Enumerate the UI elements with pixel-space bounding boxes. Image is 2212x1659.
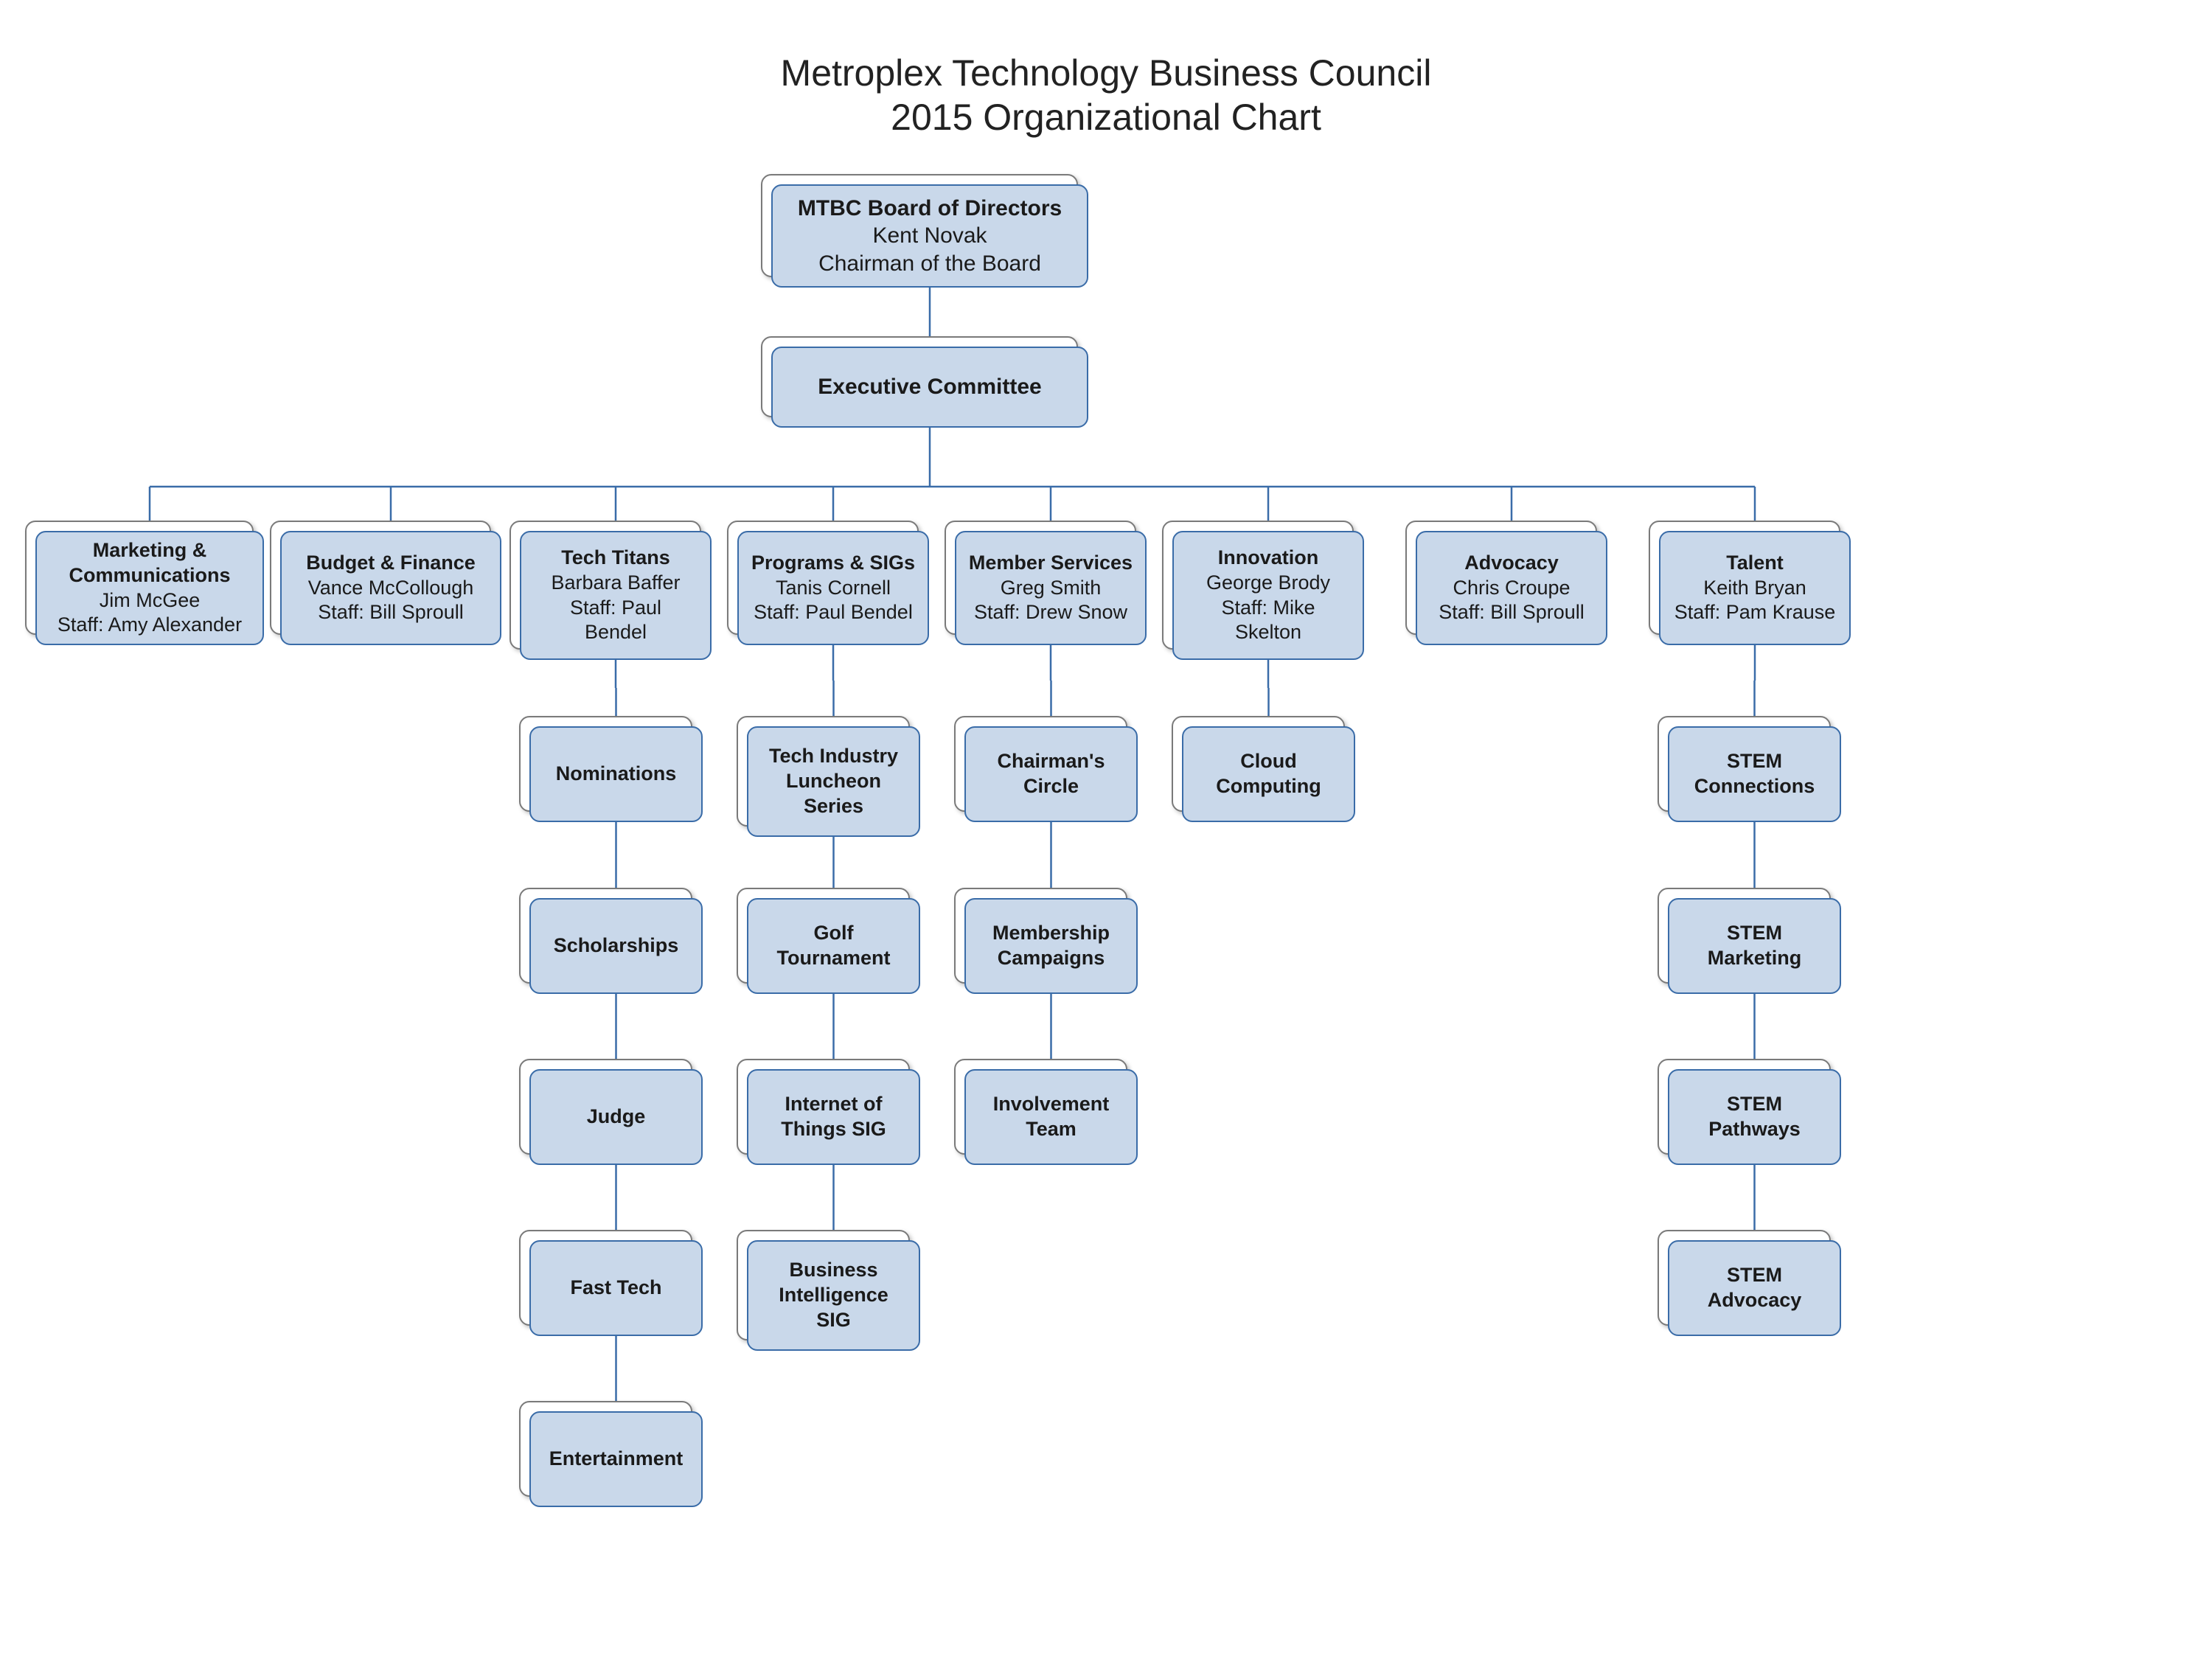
org-node-text: Team: [1026, 1117, 1077, 1142]
org-node-text: Luncheon: [786, 769, 881, 794]
org-node-text: Tech Titans: [561, 546, 670, 571]
org-chart-canvas: Metroplex Technology Business Council 20…: [0, 0, 2212, 1659]
org-node-text: Intelligence: [779, 1283, 888, 1308]
connector-layer: [0, 0, 2212, 1659]
chart-title-line1: Metroplex Technology Business Council: [0, 52, 2212, 94]
org-node-chairman: Chairman'sCircle: [964, 726, 1138, 822]
org-node-text: Skelton: [1235, 620, 1301, 645]
org-node-text: Involvement: [993, 1092, 1110, 1117]
org-node-text: Membership: [992, 921, 1110, 946]
org-node-text: Staff: Bill Sproull: [318, 600, 464, 625]
org-node-text: Programs & SIGs: [751, 551, 915, 576]
org-node-text: Computing: [1216, 774, 1321, 799]
org-node-text: Scholarships: [554, 933, 679, 959]
org-node-text: Executive Committee: [818, 373, 1041, 401]
org-node-text: Circle: [1023, 774, 1079, 799]
org-node-text: Staff: Paul: [570, 596, 661, 621]
org-node-stemmkt: STEMMarketing: [1668, 898, 1841, 994]
org-node-golf: GolfTournament: [747, 898, 920, 994]
chart-title-line2: 2015 Organizational Chart: [0, 96, 2212, 139]
org-node-stemadv: STEMAdvocacy: [1668, 1240, 1841, 1336]
org-node-text: Kent Novak: [872, 222, 987, 250]
org-node-text: Fast Tech: [570, 1276, 661, 1301]
org-node-nominations: Nominations: [529, 726, 703, 822]
org-node-advocacy: AdvocacyChris CroupeStaff: Bill Sproull: [1416, 531, 1607, 645]
org-node-text: Advocacy: [1464, 551, 1559, 576]
org-node-text: Staff: Pam Krause: [1674, 600, 1836, 625]
org-node-scholarships: Scholarships: [529, 898, 703, 994]
org-node-entertainment: Entertainment: [529, 1411, 703, 1507]
org-node-text: Bendel: [585, 620, 647, 645]
org-node-text: Chris Croupe: [1453, 576, 1570, 601]
org-node-cloud: CloudComputing: [1182, 726, 1355, 822]
org-node-judge: Judge: [529, 1069, 703, 1165]
org-node-text: Tanis Cornell: [776, 576, 891, 601]
org-node-text: Greg Smith: [1001, 576, 1102, 601]
org-node-text: MTBC Board of Directors: [798, 195, 1062, 223]
org-node-text: Campaigns: [998, 946, 1105, 971]
org-node-bisig: BusinessIntelligenceSIG: [747, 1240, 920, 1351]
org-node-text: Cloud: [1240, 749, 1296, 774]
org-node-text: Connections: [1694, 774, 1815, 799]
org-node-text: Series: [804, 794, 863, 819]
org-node-innovation: InnovationGeorge BrodyStaff: MikeSkelton: [1172, 531, 1364, 660]
org-node-text: SIG: [816, 1308, 851, 1333]
org-node-text: Keith Bryan: [1703, 576, 1806, 601]
org-node-text: Chairman's: [998, 749, 1105, 774]
org-node-text: Staff: Paul Bendel: [754, 600, 913, 625]
org-node-involvement: InvolvementTeam: [964, 1069, 1138, 1165]
org-node-stempath: STEMPathways: [1668, 1069, 1841, 1165]
org-node-text: Judge: [587, 1105, 646, 1130]
org-node-fasttech: Fast Tech: [529, 1240, 703, 1336]
org-node-text: Talent: [1726, 551, 1784, 576]
org-node-programs: Programs & SIGsTanis CornellStaff: Paul …: [737, 531, 929, 645]
org-node-text: Budget & Finance: [306, 551, 476, 576]
org-node-text: Vance McCollough: [308, 576, 474, 601]
org-node-text: Jim McGee: [100, 588, 201, 613]
org-node-text: Barbara Baffer: [551, 571, 680, 596]
org-node-board: MTBC Board of DirectorsKent NovakChairma…: [771, 184, 1088, 288]
org-node-text: Business: [789, 1258, 877, 1283]
org-node-text: Golf: [814, 921, 854, 946]
org-node-marketing: Marketing &CommunicationsJim McGeeStaff:…: [35, 531, 264, 645]
org-node-text: George Brody: [1206, 571, 1330, 596]
org-node-titans: Tech TitansBarbara BafferStaff: PaulBend…: [520, 531, 712, 660]
org-node-text: Communications: [69, 563, 230, 588]
org-node-text: STEM: [1727, 749, 1782, 774]
org-node-text: Staff: Amy Alexander: [58, 613, 242, 638]
org-node-text: Nominations: [556, 762, 677, 787]
org-node-text: Marketing: [1708, 946, 1802, 971]
org-node-text: Tech Industry: [769, 744, 898, 769]
org-node-text: Staff: Bill Sproull: [1439, 600, 1585, 625]
org-node-iot: Internet ofThings SIG: [747, 1069, 920, 1165]
org-node-text: Internet of: [785, 1092, 883, 1117]
org-node-text: Innovation: [1218, 546, 1319, 571]
org-node-text: Staff: Drew Snow: [974, 600, 1127, 625]
org-node-talent: TalentKeith BryanStaff: Pam Krause: [1659, 531, 1851, 645]
org-node-text: STEM: [1727, 1092, 1782, 1117]
org-node-text: Entertainment: [549, 1447, 684, 1472]
org-node-exec: Executive Committee: [771, 347, 1088, 428]
org-node-luncheon: Tech IndustryLuncheonSeries: [747, 726, 920, 837]
org-node-text: Pathways: [1708, 1117, 1801, 1142]
org-node-text: STEM: [1727, 1263, 1782, 1288]
org-node-text: STEM: [1727, 921, 1782, 946]
org-node-campaigns: MembershipCampaigns: [964, 898, 1138, 994]
org-node-text: Tournament: [777, 946, 891, 971]
org-node-text: Things SIG: [781, 1117, 886, 1142]
org-node-member: Member ServicesGreg SmithStaff: Drew Sno…: [955, 531, 1147, 645]
org-node-stemconn: STEMConnections: [1668, 726, 1841, 822]
org-node-text: Chairman of the Board: [818, 250, 1041, 278]
org-node-text: Staff: Mike: [1221, 596, 1315, 621]
org-node-text: Marketing &: [93, 538, 207, 563]
org-node-text: Member Services: [969, 551, 1133, 576]
org-node-text: Advocacy: [1708, 1288, 1802, 1313]
org-node-budget: Budget & FinanceVance McColloughStaff: B…: [280, 531, 501, 645]
